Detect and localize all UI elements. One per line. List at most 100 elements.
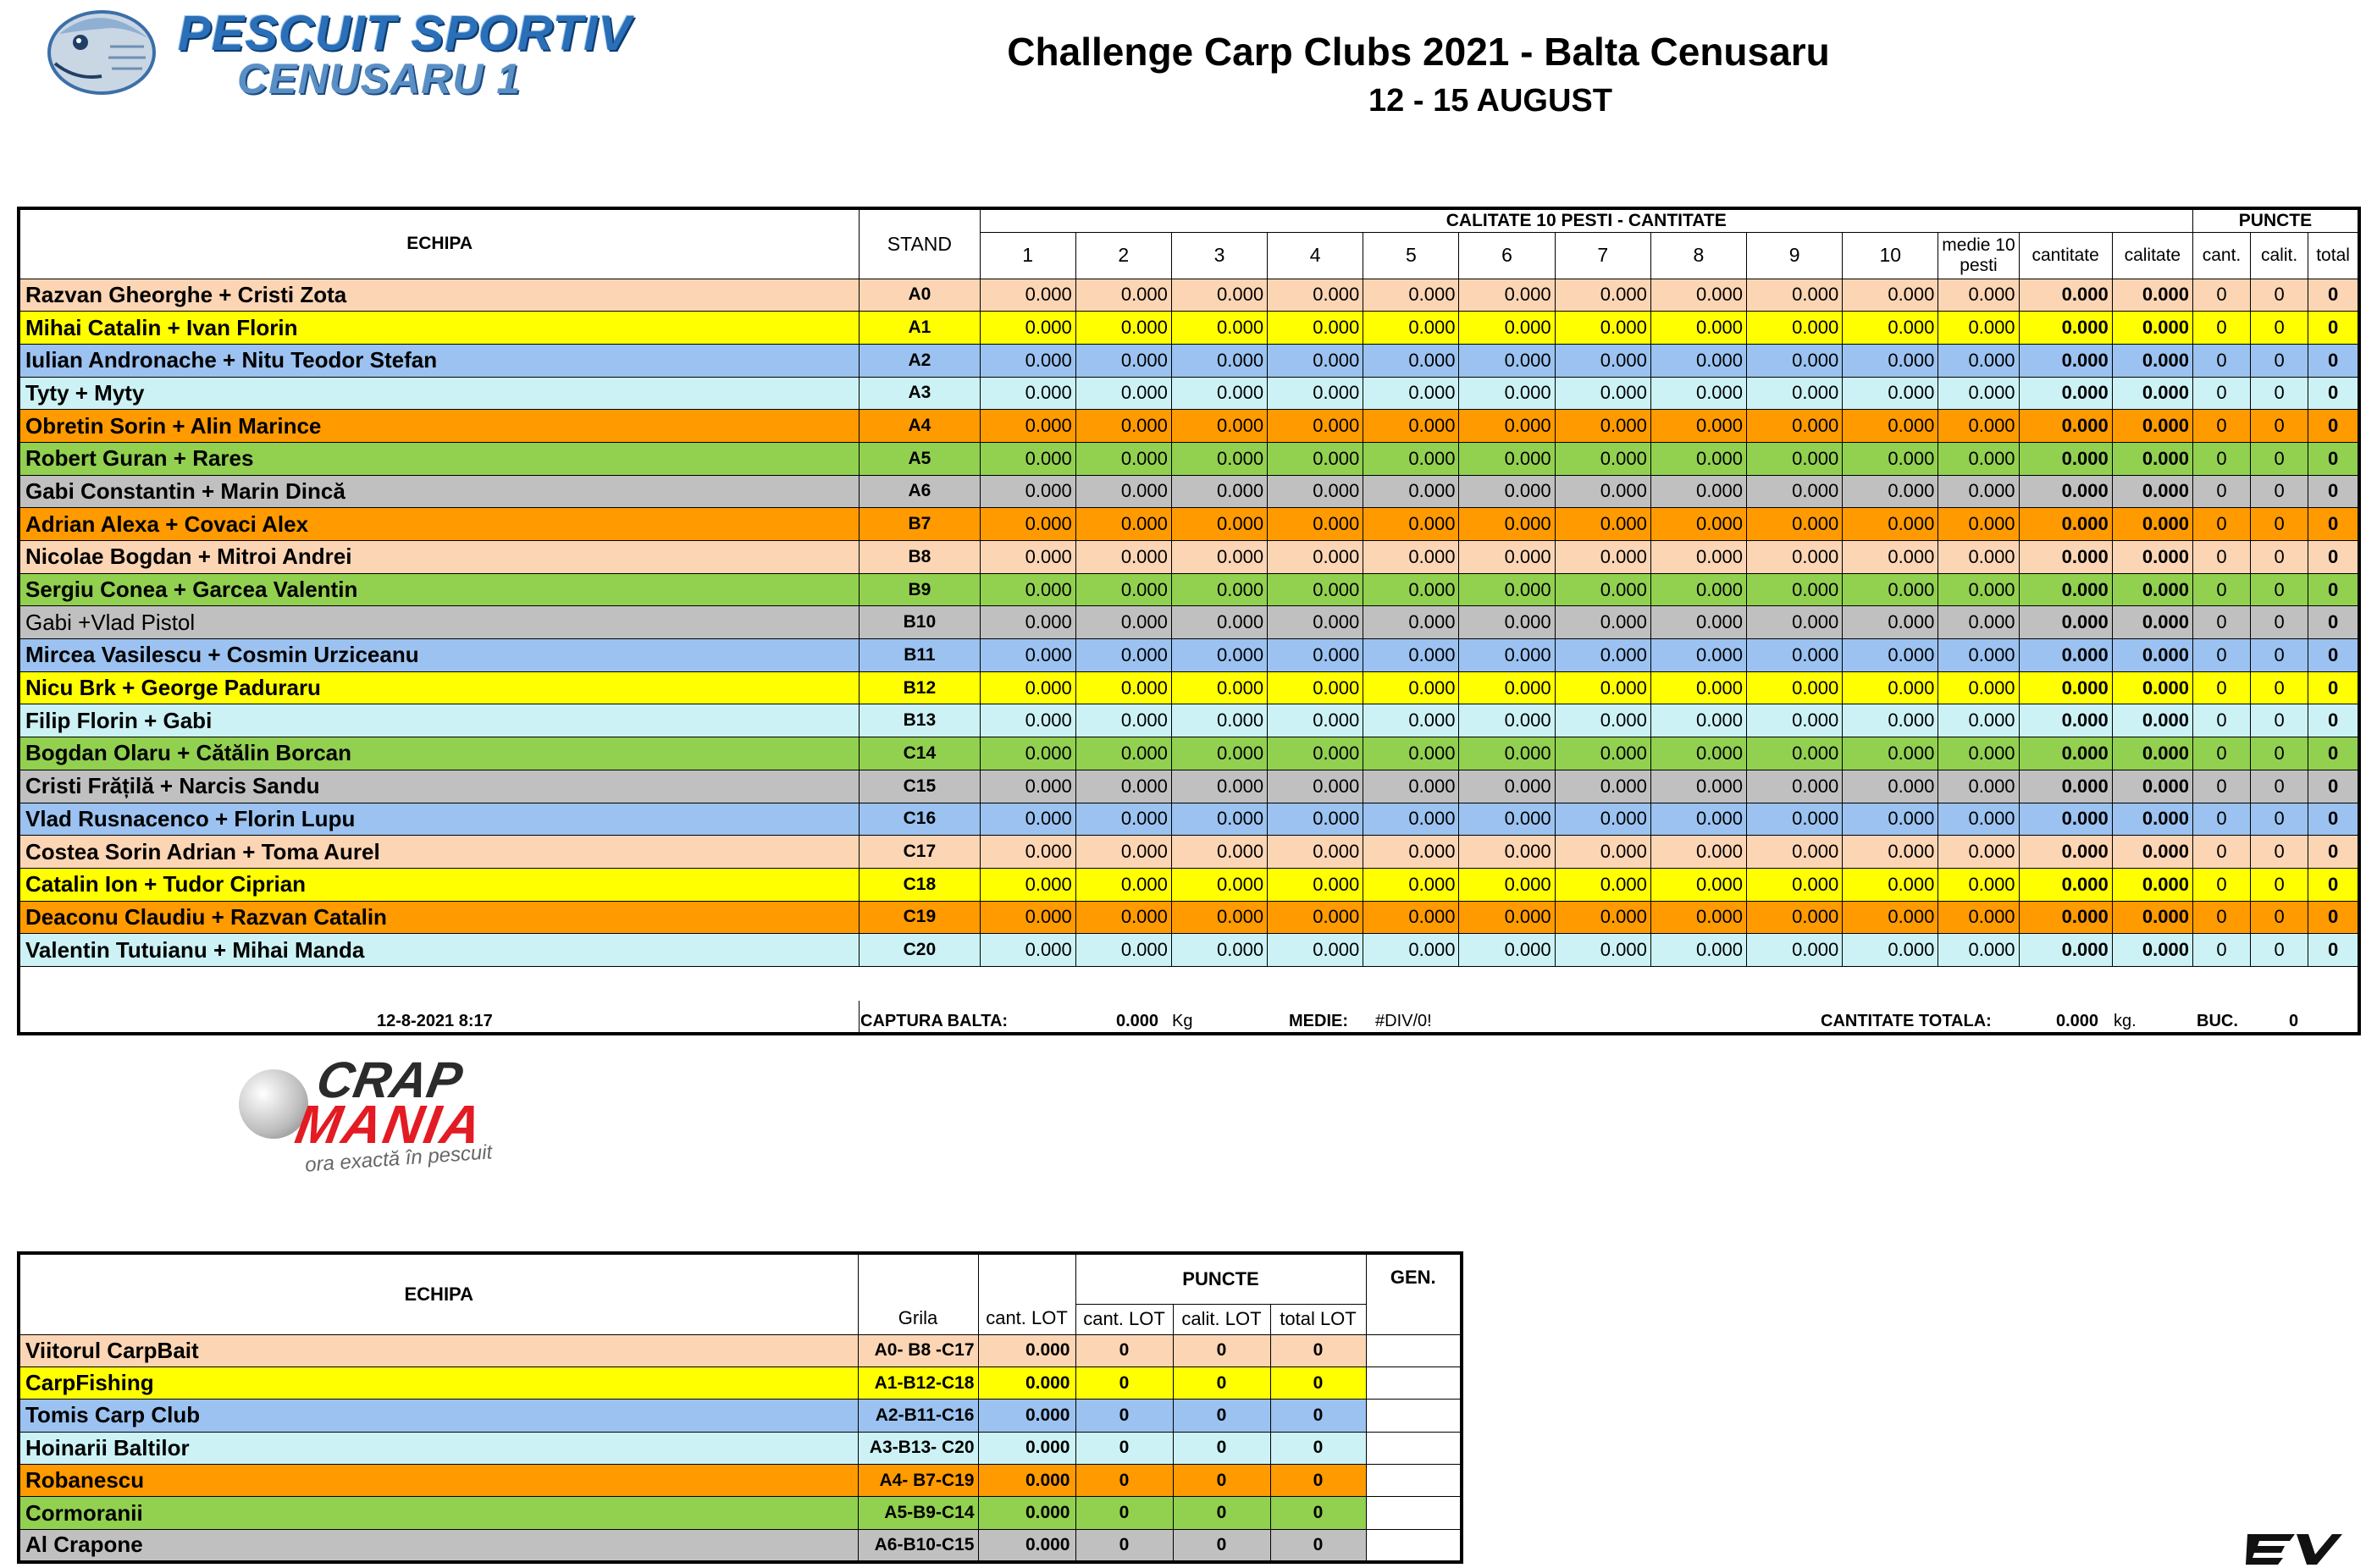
stand-code: B13 — [859, 704, 981, 738]
fish-value: 0.000 — [1075, 343, 1172, 378]
table-row: Robert Guran + Rares A5 0.000 0.000 0.000 0.0… — [18, 441, 2360, 476]
fish-value: 0.000 — [1842, 638, 1939, 672]
lot-gen — [1365, 1496, 1462, 1530]
header-fish-8: 8 — [1650, 231, 1748, 279]
table-row: Deaconu Claudiu + Razvan Catalin C19 0.000… — [18, 900, 2360, 935]
fish-value: 0.000 — [979, 507, 1076, 541]
team-name: Mircea Vasilescu + Cosmin Urziceanu — [18, 638, 860, 672]
points-cant: 0 — [2192, 474, 2252, 509]
calitate-value: 0.000 — [2111, 933, 2193, 967]
fish-value: 0.000 — [1842, 572, 1939, 607]
header-fish-10: 10 — [1842, 231, 1939, 279]
points-total: 0 — [2308, 572, 2360, 607]
team-name: Catalin Ion + Tudor Ciprian — [18, 867, 860, 902]
fish-value: 0.000 — [1267, 605, 1364, 640]
table-row: Filip Florin + Gabi B13 0.000 0.000 0.000 0.0… — [18, 704, 2360, 738]
fish-value: 0.000 — [1938, 802, 2020, 836]
page-subtitle: 12 - 15 AUGUST — [1368, 83, 1612, 119]
team-name: Gabi +Vlad Pistol — [18, 605, 860, 640]
footer-captura-unit: Kg — [1172, 1012, 1193, 1030]
fish-value: 0.000 — [979, 441, 1076, 476]
fish-value: 0.000 — [1842, 540, 1939, 574]
lot-points-cant: 0 — [1075, 1464, 1174, 1498]
lot-row: CarpFishing A1-B12-C18 0.000 0 0 0 — [18, 1366, 1462, 1400]
lot-points-cant: 0 — [1075, 1496, 1174, 1530]
points-cant: 0 — [2192, 933, 2252, 967]
cantitate-value: 0.000 — [2018, 278, 2113, 312]
fish-value: 0.000 — [1170, 376, 1269, 411]
fish-value: 0.000 — [1650, 572, 1748, 607]
fish-value: 0.000 — [979, 343, 1076, 378]
lot-header-echipa: ECHIPA — [18, 1252, 859, 1335]
fish-value: 0.000 — [1842, 278, 1939, 312]
table-row: Adrian Alexa + Covaci Alex B7 0.000 0.000 0.… — [18, 507, 2360, 541]
fish-value: 0.000 — [1650, 507, 1748, 541]
fish-value: 0.000 — [1842, 343, 1939, 378]
team-name: Bogdan Olaru + Cătălin Borcan — [18, 737, 860, 770]
table-row: Iulian Andronache + Nitu Teodor Stefan A2… — [18, 343, 2360, 378]
fish-value: 0.000 — [1842, 671, 1939, 705]
lot-header-gen: GEN. — [1365, 1252, 1462, 1335]
fish-value: 0.000 — [1363, 343, 1460, 378]
cantitate-value: 0.000 — [2018, 867, 2113, 902]
stand-code: A2 — [859, 343, 981, 378]
fish-value: 0.000 — [1554, 572, 1651, 607]
points-calit: 0 — [2250, 507, 2309, 541]
fish-value: 0.000 — [1075, 867, 1172, 902]
fish-value: 0.000 — [1938, 900, 2020, 935]
fish-value: 0.000 — [1746, 343, 1844, 378]
team-name: Mihai Catalin + Ivan Florin — [18, 311, 860, 345]
fish-value: 0.000 — [1842, 507, 1939, 541]
footer-medie-value: #DIV/0! — [1375, 1012, 1432, 1030]
fish-value: 0.000 — [1554, 835, 1651, 869]
fish-value: 0.000 — [1075, 540, 1172, 574]
stand-code: C17 — [859, 835, 981, 869]
fish-value: 0.000 — [1363, 769, 1460, 803]
lot-grila: A2-B11-C16 — [857, 1399, 979, 1433]
cantitate-value: 0.000 — [2018, 376, 2113, 411]
fish-value: 0.000 — [1650, 638, 1748, 672]
calitate-value: 0.000 — [2111, 802, 2193, 836]
lot-header-grila: Grila — [857, 1252, 979, 1335]
points-calit: 0 — [2250, 737, 2309, 770]
lot-points-calit: 0 — [1172, 1399, 1271, 1433]
points-total: 0 — [2308, 900, 2360, 935]
fish-value: 0.000 — [1267, 507, 1364, 541]
lot-header-p-calit: calit. LOT — [1172, 1303, 1271, 1335]
fish-value: 0.000 — [1075, 278, 1172, 312]
footer-summary-cell — [859, 1000, 2360, 1035]
fish-value: 0.000 — [1554, 605, 1651, 640]
fish-value: 0.000 — [1267, 343, 1364, 378]
cantitate-value: 0.000 — [2018, 540, 2113, 574]
stand-code: A3 — [859, 376, 981, 411]
calitate-value: 0.000 — [2111, 671, 2193, 705]
footer-medie-label: MEDIE: — [1289, 1012, 1348, 1030]
cantitate-value: 0.000 — [2018, 769, 2113, 803]
lot-points-calit: 0 — [1172, 1528, 1271, 1563]
team-name: Sergiu Conea + Garcea Valentin — [18, 572, 860, 607]
fish-value: 0.000 — [1650, 900, 1748, 935]
lot-gen — [1365, 1399, 1462, 1433]
fish-value: 0.000 — [1363, 572, 1460, 607]
fish-value: 0.000 — [1554, 704, 1651, 738]
lot-header-cant-lot: cant. LOT — [977, 1252, 1076, 1335]
lot-gen — [1365, 1431, 1462, 1466]
stand-code: C20 — [859, 933, 981, 967]
footer-buc-value: 0 — [2289, 1012, 2299, 1030]
table-row: Razvan Gheorghe + Cristi Zota A0 0.000 0.00… — [18, 278, 2360, 312]
fish-value: 0.000 — [1075, 311, 1172, 345]
fish-value: 0.000 — [1363, 671, 1460, 705]
stand-code: B7 — [859, 507, 981, 541]
table-row: Mihai Catalin + Ivan Florin A1 0.000 0.000 0… — [18, 311, 2360, 345]
crapmania-logo: CRAP MANIA ora exactă în pescuit — [229, 1046, 550, 1177]
points-total: 0 — [2308, 737, 2360, 770]
fish-value: 0.000 — [1650, 704, 1748, 738]
fish-value: 0.000 — [1363, 376, 1460, 411]
fish-value: 0.000 — [1267, 572, 1364, 607]
fish-value: 0.000 — [1938, 540, 2020, 574]
fish-value: 0.000 — [1554, 737, 1651, 770]
points-calit: 0 — [2250, 933, 2309, 967]
fish-value: 0.000 — [1554, 441, 1651, 476]
fish-value: 0.000 — [1267, 540, 1364, 574]
fish-value: 0.000 — [1842, 835, 1939, 869]
